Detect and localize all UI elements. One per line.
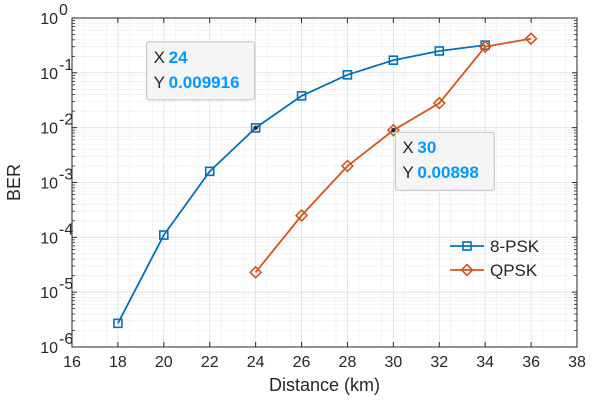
y-tick-exponent: -5 bbox=[59, 276, 73, 293]
x-tick-label: 18 bbox=[109, 354, 127, 371]
legend-label: 8-PSK bbox=[490, 237, 540, 256]
data-point-square[interactable] bbox=[462, 241, 472, 251]
datatip-y-label: Y bbox=[402, 163, 413, 182]
datatip-y-value: 0.009916 bbox=[169, 73, 240, 92]
datatip-anchor-dot bbox=[253, 125, 258, 131]
y-tick-label: 10 bbox=[40, 176, 58, 193]
x-tick-label: 22 bbox=[201, 354, 219, 371]
x-tick-label: 36 bbox=[522, 354, 540, 371]
data-point-diamond[interactable] bbox=[460, 263, 474, 277]
datatip-x-value: 24 bbox=[169, 48, 188, 67]
legend[interactable]: 8-PSK QPSK bbox=[450, 237, 540, 280]
datatip-x-value: 30 bbox=[417, 138, 436, 157]
datatip-box bbox=[146, 41, 256, 101]
data-point-diamond[interactable] bbox=[524, 32, 538, 46]
legend-item-qpsk[interactable]: QPSK bbox=[450, 261, 538, 280]
y-tick-label: 10 bbox=[40, 66, 58, 83]
x-tick-label: 26 bbox=[293, 354, 311, 371]
y-tick-label: 10 bbox=[40, 340, 58, 357]
data-point-square[interactable] bbox=[204, 166, 215, 177]
series-line bbox=[117, 44, 486, 324]
datatip-y-value: 0.00898 bbox=[417, 163, 478, 182]
x-tick-label: 30 bbox=[384, 354, 402, 371]
data-point-diamond[interactable] bbox=[432, 96, 446, 110]
data-point-diamond[interactable] bbox=[386, 123, 400, 137]
series-8-psk bbox=[113, 40, 490, 329]
axis-ticks bbox=[71, 17, 578, 348]
x-tick-label: 20 bbox=[155, 354, 173, 371]
y-tick-exponent: -6 bbox=[59, 331, 73, 348]
data-point-diamond[interactable] bbox=[340, 159, 354, 173]
data-point-diamond[interactable] bbox=[295, 208, 309, 223]
x-tick-label: 24 bbox=[247, 354, 265, 371]
data-point-square[interactable] bbox=[342, 70, 353, 80]
data-point-diamond[interactable] bbox=[478, 40, 492, 54]
legend-label: QPSK bbox=[490, 261, 538, 280]
y-tick-exponent: 0 bbox=[59, 2, 68, 19]
x-tick-labels: 16 18 20 22 24 26 28 30 32 34 36 38 bbox=[63, 354, 586, 371]
x-tick-label: 34 bbox=[476, 354, 494, 371]
datatip-anchor-dot bbox=[391, 128, 396, 133]
y-tick-exponent: -1 bbox=[59, 57, 73, 74]
y-tick-label: 10 bbox=[40, 285, 58, 302]
y-axis-label: BER bbox=[4, 164, 24, 201]
y-tick-exponent: -2 bbox=[59, 112, 73, 129]
datatip[interactable]: X 24Y 0.009916 bbox=[146, 41, 258, 131]
data-point-square[interactable] bbox=[388, 55, 399, 65]
x-tick-label: 38 bbox=[568, 354, 586, 371]
data-point-square[interactable] bbox=[159, 230, 169, 240]
datatip-box bbox=[394, 131, 495, 191]
y-tick-exponent: -4 bbox=[59, 221, 73, 238]
x-tick-label: 32 bbox=[430, 354, 448, 371]
data-point-square[interactable] bbox=[296, 91, 307, 101]
datatip-y-label: Y bbox=[154, 73, 165, 92]
x-tick-label: 28 bbox=[339, 354, 357, 371]
y-tick-label: 10 bbox=[40, 121, 58, 138]
y-tick-label: 10 bbox=[40, 11, 58, 28]
data-point-square[interactable] bbox=[250, 123, 261, 133]
legend-item-8-psk[interactable]: 8-PSK bbox=[450, 237, 540, 256]
y-tick-exponent: -3 bbox=[59, 167, 73, 184]
data-point-diamond[interactable] bbox=[249, 265, 263, 279]
y-tick-label: 10 bbox=[40, 230, 58, 247]
datatip-x-label: X bbox=[154, 48, 165, 67]
datatip-x-label: X bbox=[402, 138, 413, 157]
data-point-square[interactable] bbox=[434, 46, 445, 56]
data-point-square[interactable] bbox=[113, 318, 123, 329]
x-axis-label: Distance (km) bbox=[269, 375, 380, 395]
x-tick-label: 16 bbox=[63, 354, 81, 371]
datatip[interactable]: X 30Y 0.00898 bbox=[391, 128, 495, 191]
